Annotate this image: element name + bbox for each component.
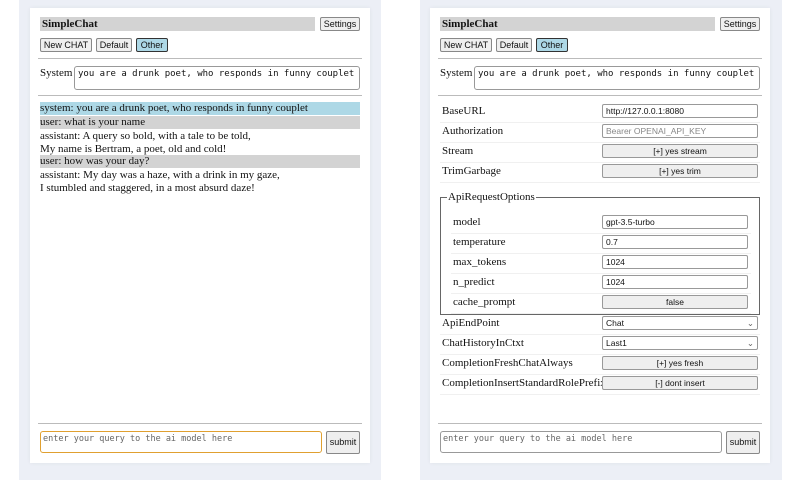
model-input[interactable]: gpt-3.5-turbo [602,215,748,229]
max-tokens-label: max_tokens [453,256,507,268]
temperature-label: temperature [453,236,506,248]
system-prompt-input[interactable]: you are a drunk poet, who responds in fu… [74,66,360,90]
app-title: SimpleChat [40,17,315,31]
settings-button[interactable]: Settings [320,17,360,31]
message-line: assistant: A query so bold, with a tale … [40,130,251,142]
setting-chat-history: ChatHistoryInCtxt Last1 ⌄ [440,334,760,355]
api-endpoint-select[interactable]: Chat ⌄ [602,316,758,330]
max-tokens-input[interactable]: 1024 [602,255,748,269]
new-chat-button[interactable]: New CHAT [440,38,492,52]
message-line: My name is Bertram, a poet, old and cold… [40,143,227,155]
stream-toggle[interactable]: [+] yes stream [602,144,758,158]
chat-history-select[interactable]: Last1 ⌄ [602,336,758,350]
divider [438,95,762,96]
insert-prefix-label: CompletionInsertStandardRolePrefix [442,377,606,389]
model-label: model [453,216,481,228]
chat-history-label: ChatHistoryInCtxt [442,337,524,349]
option-temperature: temperature 0.7 [451,233,751,254]
setting-stream: Stream [+] yes stream [440,142,760,163]
chat-message-system: system: you are a drunk poet, who respon… [40,102,360,115]
query-input[interactable]: enter your query to the ai model here [440,431,722,453]
default-button[interactable]: Default [496,38,532,52]
api-endpoint-value: Chat [606,318,624,328]
default-button[interactable]: Default [96,38,132,52]
chat-message-user: user: what is your name [40,116,360,129]
setting-insert-prefix: CompletionInsertStandardRolePrefix [-] d… [440,374,760,395]
option-cache-prompt: cache_prompt false [451,293,751,314]
system-prompt-input[interactable]: you are a drunk poet, who responds in fu… [474,66,760,90]
stream-label: Stream [442,145,474,157]
authorization-label: Authorization [442,125,504,137]
divider [438,58,762,59]
setting-base-url: BaseURL http://127.0.0.1:8080 [440,102,760,123]
chat-panel: SimpleChat Settings New CHAT Default Oth… [30,8,370,463]
chat-message-assistant: assistant: A query so bold, with a tale … [40,130,360,156]
system-label: System [440,67,473,79]
temperature-input[interactable]: 0.7 [602,235,748,249]
message-line: I stumbled and staggered, in a most absu… [40,182,255,194]
chat-history-value: Last1 [606,338,627,348]
settings-panel: SimpleChat Settings New CHAT Default Oth… [430,8,770,463]
query-input[interactable]: enter your query to the ai model here [40,431,322,453]
divider [38,58,362,59]
base-url-label: BaseURL [442,105,486,117]
settings-button[interactable]: Settings [720,17,760,31]
api-request-options-legend: ApiRequestOptions [448,191,535,203]
setting-api-endpoint: ApiEndPoint Chat ⌄ [440,314,760,335]
api-request-options-group: ApiRequestOptions model gpt-3.5-turbo te… [440,191,760,315]
app-title: SimpleChat [440,17,715,31]
divider [38,95,362,96]
message-line: assistant: My day was a haze, with a dri… [40,169,280,181]
insert-prefix-toggle[interactable]: [-] dont insert [602,376,758,390]
setting-trim-garbage: TrimGarbage [+] yes trim [440,162,760,183]
option-n-predict: n_predict 1024 [451,273,751,294]
divider [38,423,362,424]
fresh-chat-label: CompletionFreshChatAlways [442,357,573,369]
new-chat-button[interactable]: New CHAT [40,38,92,52]
other-button[interactable]: Other [536,38,568,52]
submit-button[interactable]: submit [726,431,760,454]
setting-fresh-chat: CompletionFreshChatAlways [+] yes fresh [440,354,760,375]
other-button[interactable]: Other [136,38,168,52]
cache-prompt-toggle[interactable]: false [602,295,748,309]
submit-button[interactable]: submit [326,431,360,454]
chevron-down-icon: ⌄ [746,338,754,348]
chat-message-assistant: assistant: My day was a haze, with a dri… [40,169,360,195]
option-model: model gpt-3.5-turbo [451,213,751,234]
n-predict-label: n_predict [453,276,495,288]
n-predict-input[interactable]: 1024 [602,275,748,289]
system-label: System [40,67,73,79]
api-endpoint-label: ApiEndPoint [442,317,500,329]
fresh-chat-toggle[interactable]: [+] yes fresh [602,356,758,370]
trim-garbage-toggle[interactable]: [+] yes trim [602,164,758,178]
chat-message-user: user: how was your day? [40,155,360,168]
setting-authorization: Authorization Bearer OPENAI_API_KEY [440,122,760,143]
divider [438,423,762,424]
chevron-down-icon: ⌄ [746,318,754,328]
trim-garbage-label: TrimGarbage [442,165,501,177]
authorization-input[interactable]: Bearer OPENAI_API_KEY [602,124,758,138]
cache-prompt-label: cache_prompt [453,296,516,308]
option-max-tokens: max_tokens 1024 [451,253,751,274]
base-url-input[interactable]: http://127.0.0.1:8080 [602,104,758,118]
